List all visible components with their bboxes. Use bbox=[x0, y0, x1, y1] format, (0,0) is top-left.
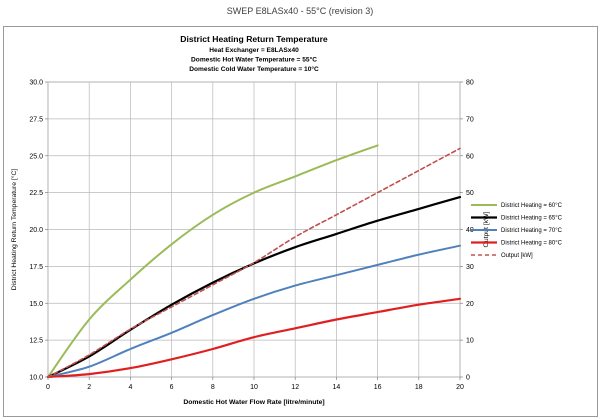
chart-svg: 0 2 4 6 8 10 12 14 16 18 20 10.0 12.5 15.0 17.5 20.0 22.… bbox=[10, 34, 563, 406]
y-tick-label: 12.5 bbox=[29, 338, 43, 345]
y-tick-label: 10.0 bbox=[29, 375, 43, 382]
x-tick-label: 18 bbox=[415, 384, 423, 391]
x-tick-label: 12 bbox=[291, 384, 299, 391]
x-tick-label: 20 bbox=[456, 384, 464, 391]
y2-tick-label: 50 bbox=[466, 190, 474, 197]
series-line-district-heating-70-c bbox=[47, 244, 461, 378]
series-line-district-heating-60-c bbox=[47, 144, 379, 378]
y2-tick-label: 40 bbox=[466, 227, 474, 234]
legend-label: District Heating = 60°C bbox=[501, 203, 563, 209]
x-tick-label: 6 bbox=[170, 384, 174, 391]
y2-tick-label: 0 bbox=[466, 375, 470, 382]
chart-area: 0 2 4 6 8 10 12 14 16 18 20 10.0 12.5 15.0 17.5 20.0 22.… bbox=[3, 26, 598, 417]
chart-title: District Heating Return Temperature bbox=[180, 34, 328, 44]
window-title: SWEP E8LASx40 - 55°C (revision 3) bbox=[226, 6, 374, 16]
y-tick-label: 20.0 bbox=[29, 227, 43, 234]
legend-label: Output [kW] bbox=[501, 253, 533, 259]
x-tick-label: 14 bbox=[333, 384, 341, 391]
legend-label: District Heating = 80°C bbox=[501, 241, 563, 247]
x-tick-label: 16 bbox=[374, 384, 382, 391]
legend-label: District Heating = 70°C bbox=[501, 228, 563, 234]
y-tick-label: 27.5 bbox=[29, 116, 43, 123]
y-tick-label: 22.5 bbox=[29, 190, 43, 197]
y-tick-label: 25.0 bbox=[29, 153, 43, 160]
y-tick-label: 17.5 bbox=[29, 264, 43, 271]
chart-subtitle: Domestic Hot Water Temperature = 55°C bbox=[191, 56, 317, 64]
y-tick-label: 15.0 bbox=[29, 301, 43, 308]
y2-tick-label: 10 bbox=[466, 338, 474, 345]
x-tick-label: 4 bbox=[128, 384, 132, 391]
y-tick-label: 30.0 bbox=[29, 80, 43, 87]
x-tick-label: 0 bbox=[46, 384, 50, 391]
y2-tick-label: 70 bbox=[466, 116, 474, 123]
legend-label: District Heating = 65°C bbox=[501, 216, 563, 222]
y2-tick-label: 80 bbox=[466, 80, 474, 87]
y-axis-label: District Heating Return Temperature [°C] bbox=[10, 169, 18, 291]
y2-tick-label: 30 bbox=[466, 264, 474, 271]
x-tick-label: 2 bbox=[87, 384, 91, 391]
x-tick-label: 10 bbox=[250, 384, 258, 391]
x-axis-label: Domestic Hot Water Flow Rate [litre/minu… bbox=[183, 399, 324, 406]
y2-tick-label: 60 bbox=[466, 153, 474, 160]
chart-subtitle: Heat Exchanger = E8LASx40 bbox=[209, 47, 299, 54]
x-tick-label: 8 bbox=[211, 384, 215, 391]
series-line-output-kw bbox=[47, 147, 461, 378]
y2-tick-label: 20 bbox=[466, 301, 474, 308]
chart-subtitle: Domestic Cold Water Temperature = 10°C bbox=[189, 65, 319, 73]
series-line-district-heating-80-c bbox=[46, 297, 462, 379]
